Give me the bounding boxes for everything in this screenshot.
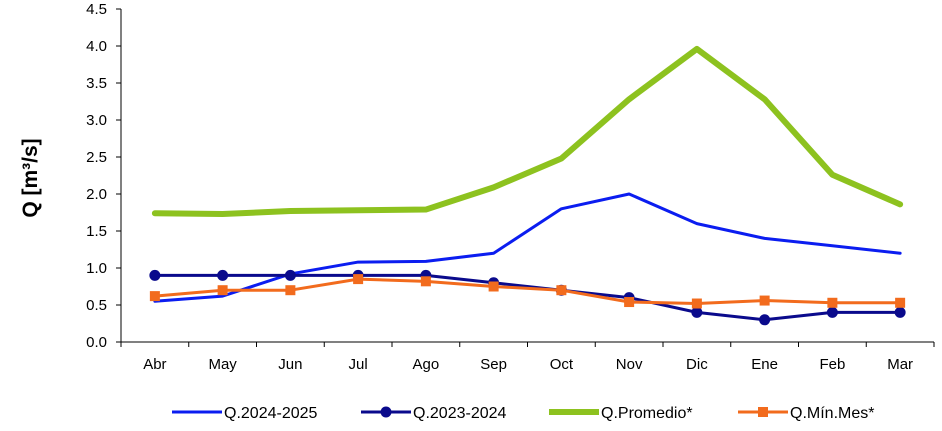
x-tick-label: Dic [686, 356, 708, 373]
x-tick-label: Sep [480, 356, 507, 373]
legend-item: Q.Mín.Mes* [738, 405, 874, 422]
y-tick-label: 2.0 [86, 186, 107, 203]
data-point [759, 314, 770, 325]
y-tick-label: 2.5 [86, 149, 107, 166]
data-point [285, 270, 296, 281]
legend-item: Q.Promedio* [549, 405, 693, 422]
x-tick-label: Jul [349, 356, 368, 373]
legend-label: Q.2023-2024 [413, 405, 507, 422]
y-tick-label: 3.5 [86, 75, 107, 92]
y-tick-label: 0.0 [86, 334, 107, 351]
y-tick-label: 4.0 [86, 38, 107, 55]
y-tick-label: 1.5 [86, 223, 107, 240]
legend-marker [381, 407, 392, 418]
x-tick-label: Mar [887, 356, 913, 373]
data-point [217, 270, 228, 281]
data-point [421, 276, 431, 286]
series-layer [149, 49, 905, 325]
x-tick-label: Abr [143, 356, 166, 373]
series-4 [150, 274, 905, 308]
data-point [149, 270, 160, 281]
series-2 [149, 270, 905, 325]
legend-label: Q.Promedio* [601, 405, 693, 422]
data-point [556, 285, 566, 295]
legend-item: Q.2024-2025 [172, 405, 318, 422]
y-tick-label: 0.5 [86, 297, 107, 314]
data-point [692, 299, 702, 309]
y-tick-label: 3.0 [86, 112, 107, 129]
x-tick-label: Feb [819, 356, 845, 373]
x-tick-label: Oct [550, 356, 574, 373]
y-axis-label: Q [m³/s] [19, 138, 42, 217]
series-3 [155, 49, 900, 214]
legend: Q.2024-2025 Q.2023-2024 Q.Promedio* Q.Mín.M… [172, 405, 874, 422]
data-point [827, 298, 837, 308]
data-point [624, 297, 634, 307]
x-tick-label: Nov [616, 356, 643, 373]
legend-label: Q.2024-2025 [224, 405, 318, 422]
data-point [218, 285, 228, 295]
y-tick-label: 1.0 [86, 260, 107, 277]
x-tick-label: Jun [278, 356, 302, 373]
legend-label: Q.Mín.Mes* [790, 405, 874, 422]
data-point [895, 298, 905, 308]
data-point [285, 285, 295, 295]
data-point [150, 291, 160, 301]
data-point [691, 307, 702, 318]
data-point [895, 307, 906, 318]
data-point [827, 307, 838, 318]
legend-item: Q.2023-2024 [361, 405, 507, 422]
axes: 0.0 0.5 1.0 1.5 2.0 2.5 3.0 3.5 4.0 4.5 Abr May Jun J… [86, 1, 934, 373]
series-line [155, 49, 900, 214]
y-tick-label: 4.5 [86, 1, 107, 18]
x-tick-label: May [208, 356, 237, 373]
data-point [760, 296, 770, 306]
data-point [353, 274, 363, 284]
data-point [489, 282, 499, 292]
x-tick-label: Ene [751, 356, 778, 373]
legend-marker [758, 407, 768, 417]
x-tick-label: Ago [413, 356, 440, 373]
